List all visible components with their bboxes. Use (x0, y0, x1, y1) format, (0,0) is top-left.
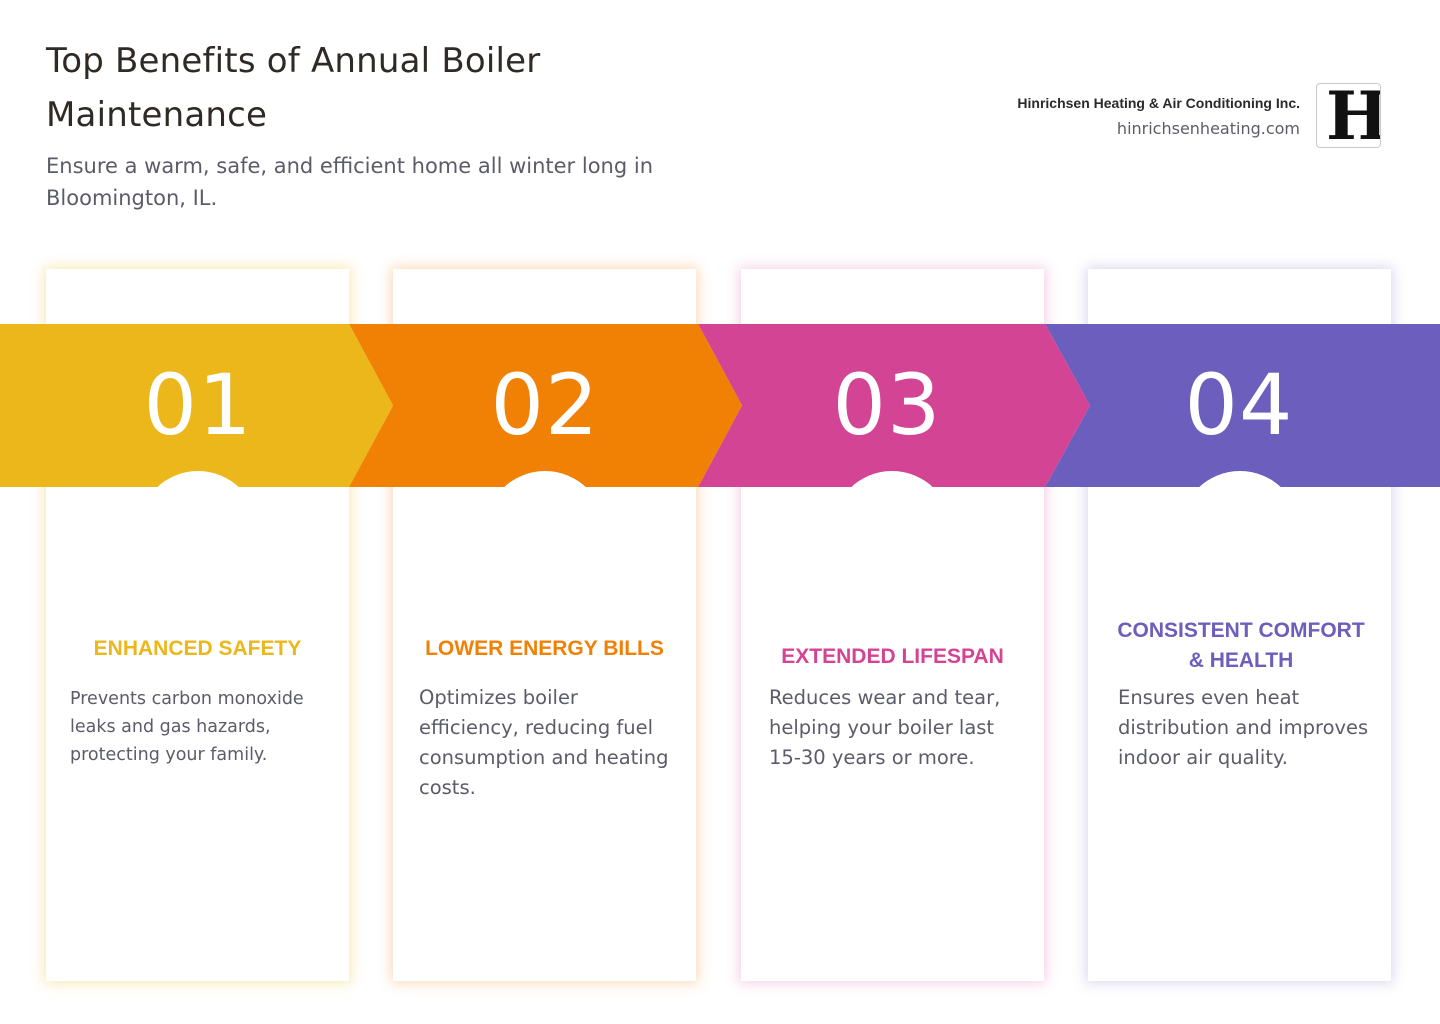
benefit-description: Prevents carbon monoxide leaks and gas h… (70, 689, 304, 765)
benefit-title: ENHANCED SAFETY (93, 637, 302, 660)
brand-logo: H (1316, 83, 1381, 148)
step-banner (0, 324, 1440, 487)
benefit-title: EXTENDED LIFESPAN (781, 645, 1004, 668)
benefit-description: Reduces wear and tear, helping your boil… (769, 686, 1001, 769)
benefit-description: Ensures even heat distribution and impro… (1118, 686, 1369, 769)
icon-notch (138, 471, 258, 591)
brand-block: Hinrichsen Heating & Air Conditioning In… (1017, 92, 1300, 144)
logo-dots (1370, 92, 1373, 128)
benefit-title: LOWER ENERGY BILLS (425, 637, 664, 660)
icon-notch (832, 471, 952, 591)
brand-name: Hinrichsen Heating & Air Conditioning In… (1017, 95, 1300, 111)
arrow-segment-3 (698, 324, 1090, 487)
benefit-title: CONSISTENT COMFORT & HEALTH (1117, 619, 1365, 672)
step-number: 03 (832, 356, 942, 454)
benefit-description: Optimizes boiler efficiency, reducing fu… (419, 686, 669, 799)
page-subtitle: Ensure a warm, safe, and efficient home … (46, 154, 654, 210)
step-number: 02 (490, 356, 600, 454)
arrow-segment-4 (1045, 324, 1440, 487)
page-title: Top Benefits of Annual Boiler Maintenanc… (46, 41, 541, 135)
icon-notch (1180, 471, 1300, 591)
arrow-segment-2 (349, 324, 742, 487)
arrow-segment-1 (0, 324, 393, 487)
brand-url[interactable]: hinrichsenheating.com (1116, 119, 1300, 138)
step-number: 04 (1184, 356, 1294, 454)
arrow-band (0, 324, 1440, 487)
icon-notch (485, 471, 605, 591)
step-number: 01 (143, 356, 253, 454)
